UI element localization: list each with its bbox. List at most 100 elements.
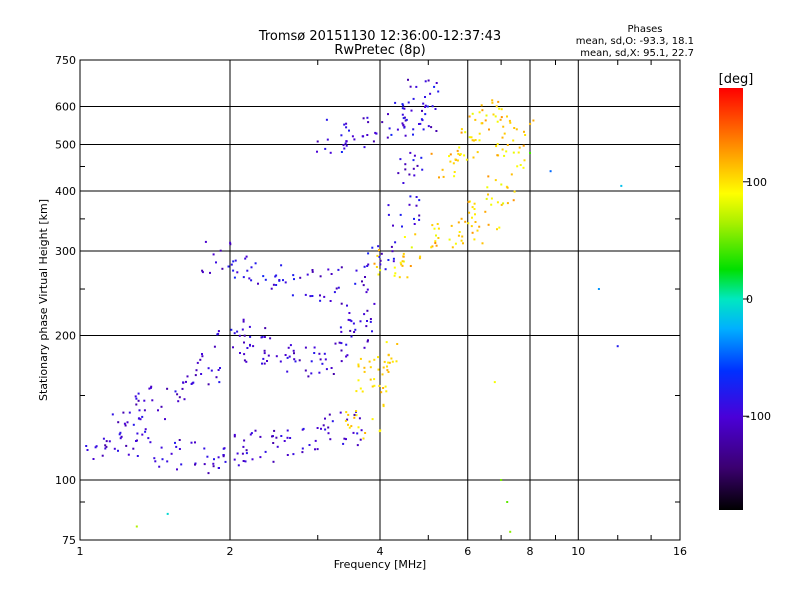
data-point: [394, 272, 397, 275]
data-point: [422, 102, 425, 105]
data-point: [323, 352, 326, 355]
data-point: [387, 259, 390, 261]
y-axis-label: Stationary phase Virtual Height [km]: [37, 199, 50, 401]
data-point: [486, 186, 489, 189]
data-point: [419, 255, 422, 258]
data-point: [415, 85, 418, 88]
data-point: [313, 346, 316, 349]
data-point: [234, 259, 237, 262]
data-point: [324, 147, 327, 150]
x-tick-label: 4: [377, 545, 384, 558]
data-point: [491, 101, 494, 104]
data-point: [399, 158, 402, 161]
data-point: [183, 398, 186, 401]
data-point: [494, 115, 497, 118]
data-point: [243, 334, 246, 337]
data-point: [262, 275, 265, 278]
data-point: [333, 291, 336, 294]
data-point: [201, 271, 204, 274]
data-point: [287, 346, 290, 349]
data-point: [292, 453, 295, 456]
data-point: [272, 442, 275, 444]
data-point: [512, 151, 515, 154]
data-point: [310, 372, 313, 375]
data-point: [294, 360, 297, 363]
data-point: [191, 382, 194, 385]
x-tick-label: 16: [673, 545, 687, 558]
data-point: [223, 447, 226, 450]
data-point: [215, 376, 218, 379]
data-point: [402, 252, 405, 255]
data-point: [366, 134, 369, 136]
data-point: [236, 330, 239, 333]
data-point: [249, 433, 252, 436]
data-point: [325, 118, 328, 121]
data-point: [473, 238, 476, 241]
data-point: [132, 423, 135, 426]
data-point: [218, 467, 220, 469]
data-point: [286, 370, 289, 373]
data-point: [194, 462, 197, 465]
data-point: [242, 320, 245, 323]
data-point: [463, 154, 466, 157]
data-point: [213, 345, 216, 348]
data-point: [320, 427, 322, 430]
data-point: [329, 151, 332, 154]
data-point: [395, 360, 398, 363]
data-point: [282, 279, 284, 282]
data-point: [357, 363, 360, 366]
data-point: [363, 265, 366, 268]
data-point: [264, 278, 267, 281]
phases-stats-o: mean, sd,O: -93.3, 18.1: [576, 36, 694, 47]
data-point: [301, 447, 304, 450]
data-point: [218, 381, 221, 384]
data-point: [404, 134, 407, 137]
data-point: [149, 441, 152, 444]
data-point: [160, 446, 163, 449]
data-point: [217, 369, 220, 371]
data-point: [233, 433, 236, 436]
data-point: [251, 458, 254, 461]
data-point: [280, 435, 283, 437]
data-point: [424, 106, 427, 108]
data-point: [377, 368, 380, 371]
data-point: [293, 278, 295, 281]
data-point: [393, 266, 396, 269]
data-point: [144, 428, 147, 431]
data-point: [293, 358, 296, 361]
data-point: [176, 393, 179, 396]
data-point: [176, 468, 178, 471]
data-point: [392, 257, 395, 260]
data-point: [476, 229, 479, 232]
data-point: [500, 116, 503, 119]
data-point: [372, 140, 375, 143]
grid-layer: [80, 60, 680, 540]
data-point: [141, 433, 144, 436]
data-point: [288, 355, 291, 358]
data-point: [354, 328, 357, 331]
data-point: [138, 409, 141, 412]
data-point: [246, 347, 249, 349]
data-point: [230, 328, 233, 331]
data-point: [430, 126, 433, 129]
data-point: [442, 175, 445, 178]
data-point: [181, 387, 184, 390]
data-point: [464, 131, 467, 134]
data-point: [481, 109, 484, 112]
data-point: [347, 413, 350, 416]
data-point: [474, 221, 477, 223]
data-point: [248, 277, 251, 280]
data-point: [379, 263, 382, 266]
data-point: [178, 439, 181, 441]
data-point: [311, 295, 314, 297]
data-point: [340, 302, 343, 305]
data-point: [438, 176, 440, 179]
data-point: [132, 447, 135, 450]
data-point: [422, 128, 425, 131]
data-point: [369, 320, 372, 323]
data-point: [125, 444, 128, 447]
data-point: [408, 203, 411, 206]
data-point: [344, 142, 347, 145]
data-point: [468, 136, 471, 139]
